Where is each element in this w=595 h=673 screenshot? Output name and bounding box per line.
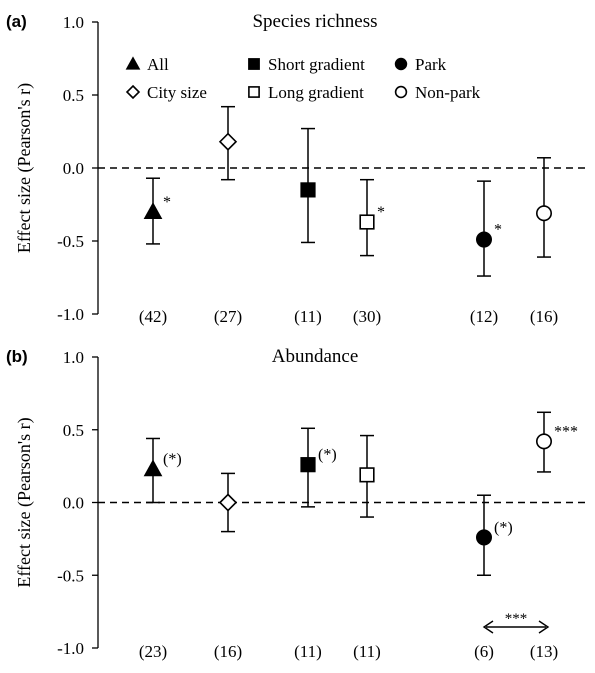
y-tick-label: 0.0 [63,159,84,178]
panel-title: Abundance [272,346,359,367]
point-marker [300,182,316,198]
y-tick-label: 0.5 [63,86,84,105]
legend-marker [125,84,141,100]
data-point: (*) (6) [474,494,513,661]
data-point: *** (13) [530,411,578,661]
sample-size-label: (16) [530,307,558,326]
data-point: (16) [214,472,242,661]
significance-label: * [377,204,385,221]
significance-label: *** [554,423,578,440]
sample-size-label: (6) [474,642,494,661]
data-point: (*) (23) [139,437,182,661]
data-point: (11) [294,127,322,326]
significance-label: (*) [318,447,337,464]
data-point: * (12) [470,180,502,326]
point-marker [359,214,375,230]
sample-size-label: (16) [214,642,242,661]
sample-size-label: (42) [139,307,167,326]
point-marker [359,467,375,483]
arrow-head-right [538,620,550,634]
y-tick-label: -0.5 [57,566,84,585]
sample-size-label: (12) [470,307,498,326]
legend-marker [125,56,141,70]
significance-label: (*) [163,451,182,468]
y-axis-label: Effect size (Pearson's r) [14,83,35,253]
sample-size-label: (27) [214,307,242,326]
data-point: * (30) [353,178,385,326]
significance-label: * [163,194,171,211]
legend-label: City size [147,83,207,102]
sample-size-label: (11) [294,642,322,661]
sample-size-label: (11) [353,642,381,661]
data-point: (16) [530,157,558,326]
y-tick-label: -1.0 [57,639,84,658]
legend-label: All [147,55,169,74]
significance-label: * [494,222,502,239]
y-tick-label: 1.0 [63,13,84,32]
data-point: (11) [353,434,381,661]
y-tick-label: -0.5 [57,232,84,251]
panel-b: (b) Abundance 1.0 0.5 0.0 -0.5 -1.0 Effect size… [6,346,590,661]
sample-size-label: (23) [139,642,167,661]
arrow-head-left [482,620,494,634]
point-marker [475,231,492,248]
y-axis-label: Effect size (Pearson's r) [14,417,35,587]
point-marker [143,459,163,477]
significance-label: (*) [494,519,513,536]
panel-title: Species richness [252,11,377,32]
sample-size-label: (30) [353,307,381,326]
panel-label: (b) [6,347,28,366]
sample-size-label: (13) [530,642,558,661]
y-tick-label: 1.0 [63,348,84,367]
legend-marker [248,58,260,70]
point-marker [535,433,552,450]
data-point: * (42) [139,177,171,326]
panel-label: (a) [6,12,27,31]
legend-marker [248,86,260,98]
legend: All City size Short gradient Long gradient P… [125,55,481,102]
panel-a: (a) Species richness 1.0 0.5 0.0 -0.5 -1.0 Effe… [6,11,590,326]
point-marker [218,132,238,151]
data-point: (*) (11) [294,427,337,661]
point-marker [475,529,492,546]
point-marker [300,457,316,473]
y-tick-label: -1.0 [57,305,84,324]
legend-label: Long gradient [268,83,364,102]
point-marker [535,205,552,222]
sample-size-label: (11) [294,307,322,326]
point-marker [218,493,238,512]
comparison-label: *** [505,611,528,627]
comparison-arrow: *** [482,611,550,634]
y-tick-label: 0.5 [63,421,84,440]
point-marker [143,202,163,219]
legend-label: Park [415,55,447,74]
legend-marker [394,85,408,99]
legend-label: Non-park [415,83,481,102]
legend-marker [394,57,408,71]
data-point: (27) [214,105,242,326]
legend-label: Short gradient [268,55,365,74]
y-tick-label: 0.0 [63,494,84,513]
